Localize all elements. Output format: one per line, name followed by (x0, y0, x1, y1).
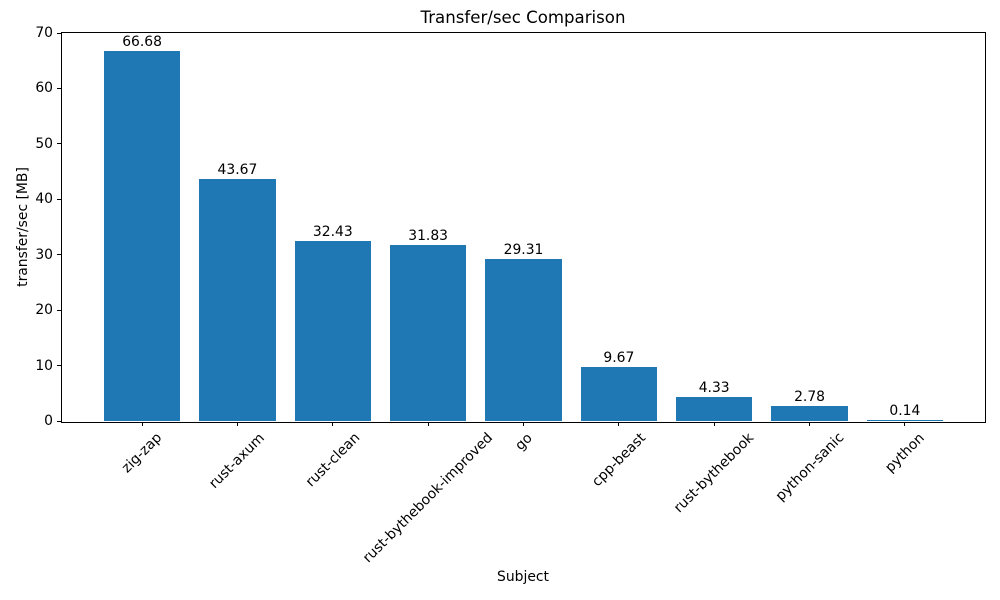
bar-rust-axum (199, 178, 276, 421)
bar-value-label: 9.67 (603, 350, 635, 367)
bar-zig-zap (103, 51, 181, 421)
bar-python-sanic (771, 405, 848, 421)
x-tick-mark (141, 422, 143, 426)
x-tick-label: rust-bythebook-improved (360, 430, 497, 567)
y-tick-mark (57, 143, 61, 145)
bar-value-label: 0.14 (889, 403, 921, 420)
x-tick-label: rust-bythebook (671, 430, 758, 517)
x-tick-label: python (882, 430, 928, 476)
x-tick-mark (809, 422, 811, 426)
bar-value-label: 31.83 (408, 227, 449, 244)
bar-rust-bythebook-improved (390, 244, 467, 421)
bar-value-label: 2.78 (794, 388, 826, 405)
x-tick-mark (427, 422, 429, 426)
y-tick-mark (57, 254, 61, 256)
chart-title: Transfer/sec Comparison (420, 8, 626, 27)
y-tick-mark (57, 32, 61, 34)
x-tick-mark (523, 422, 524, 426)
x-tick-label: rust-axum (206, 429, 269, 492)
bar-rust-bythebook (676, 396, 753, 421)
y-axis-title: transfer/sec [MB] (15, 167, 31, 287)
y-tick-label: 0 (44, 413, 53, 429)
x-tick-mark (332, 422, 334, 426)
y-tick-label: 10 (35, 357, 53, 374)
y-tick-label: 60 (35, 80, 53, 97)
y-tick-mark (57, 420, 61, 422)
x-tick-mark (904, 422, 906, 426)
y-tick-label: 70 (35, 25, 53, 41)
y-tick-mark (57, 87, 61, 89)
bar-rust-clean (294, 241, 371, 421)
bar-cpp-beast (580, 367, 657, 421)
y-tick-mark (57, 365, 61, 367)
x-tick-label: python-sanic (772, 430, 847, 505)
y-tick-mark (57, 198, 61, 200)
bar-value-label: 32.43 (312, 224, 353, 241)
bar-value-label: 43.67 (217, 161, 258, 178)
x-tick-label: rust-clean (302, 430, 364, 491)
x-tick-mark (618, 422, 620, 426)
x-tick-mark (713, 422, 715, 426)
x-axis-title: Subject (497, 569, 549, 585)
x-tick-label: cpp-beast (588, 430, 649, 491)
bar-value-label: 4.33 (698, 379, 730, 396)
bar-python (866, 420, 944, 421)
y-tick-mark (57, 309, 61, 311)
bar-value-label: 29.31 (503, 241, 544, 258)
x-tick-label: zig-zap (118, 430, 166, 477)
x-tick-mark (236, 422, 238, 426)
y-tick-label: 40 (35, 191, 53, 208)
x-tick-label: go (511, 429, 536, 454)
y-tick-label: 20 (35, 302, 53, 319)
y-tick-label: 50 (35, 135, 53, 152)
y-tick-label: 30 (35, 246, 53, 263)
bar-value-label: 66.68 (122, 34, 162, 51)
bar-go (485, 258, 562, 421)
